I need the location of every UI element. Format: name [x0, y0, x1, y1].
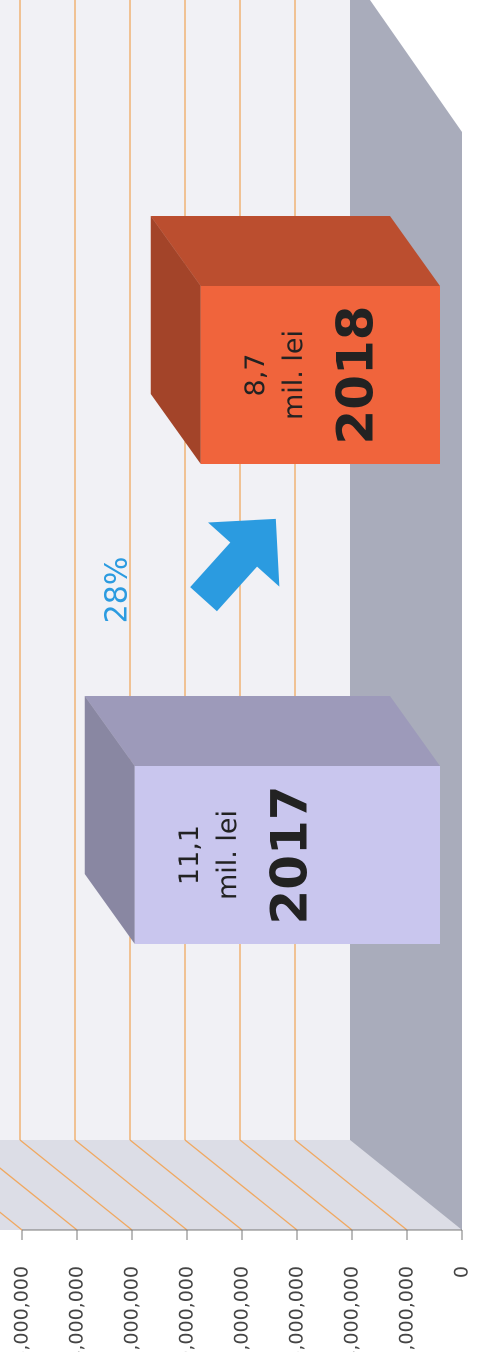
grid-line — [239, 1139, 353, 1231]
value-label: 8,7 mil. lei — [239, 330, 308, 420]
y-tick-label: 6,000,000 — [286, 1266, 308, 1352]
rotated-chart: 0 2,000,000 4,000,000 6,000,000 8,000,000 10,… — [0, 0, 473, 1352]
annotation: 28% — [100, 557, 135, 624]
bar-top — [150, 216, 201, 464]
grid-line — [184, 1139, 298, 1231]
grid-line — [294, 1139, 408, 1231]
grid-line — [0, 1139, 78, 1231]
bar — [134, 766, 440, 944]
bar — [200, 286, 440, 464]
bar-side — [150, 216, 440, 286]
grid-line — [0, 1139, 23, 1231]
grid-line — [129, 1139, 243, 1231]
y-tick-label: 2,000,000 — [396, 1266, 418, 1352]
grid-line — [74, 1139, 188, 1231]
category-label: 2018 — [326, 305, 384, 444]
value-label: 11,1 mil. lei — [173, 810, 242, 900]
category-label: 2017 — [260, 785, 318, 924]
arrow — [190, 518, 280, 612]
y-tick-label: 16,000,000 — [11, 1266, 33, 1352]
bar-top — [84, 696, 135, 944]
floor — [350, 0, 462, 1230]
y-tick-label: 8,000,000 — [231, 1266, 253, 1352]
y-tick-label: 4,000,000 — [341, 1266, 363, 1352]
grid-line — [19, 1139, 133, 1231]
y-tick-label: 10,000,000 — [176, 1266, 198, 1352]
side-wall — [0, 1140, 462, 1230]
y-tick-label: 0 — [451, 1266, 473, 1278]
y-tick-label: 14,000,000 — [66, 1266, 88, 1352]
bar-side — [84, 696, 440, 766]
back-wall — [0, 0, 350, 1140]
y-tick-label: 12,000,000 — [121, 1266, 143, 1352]
